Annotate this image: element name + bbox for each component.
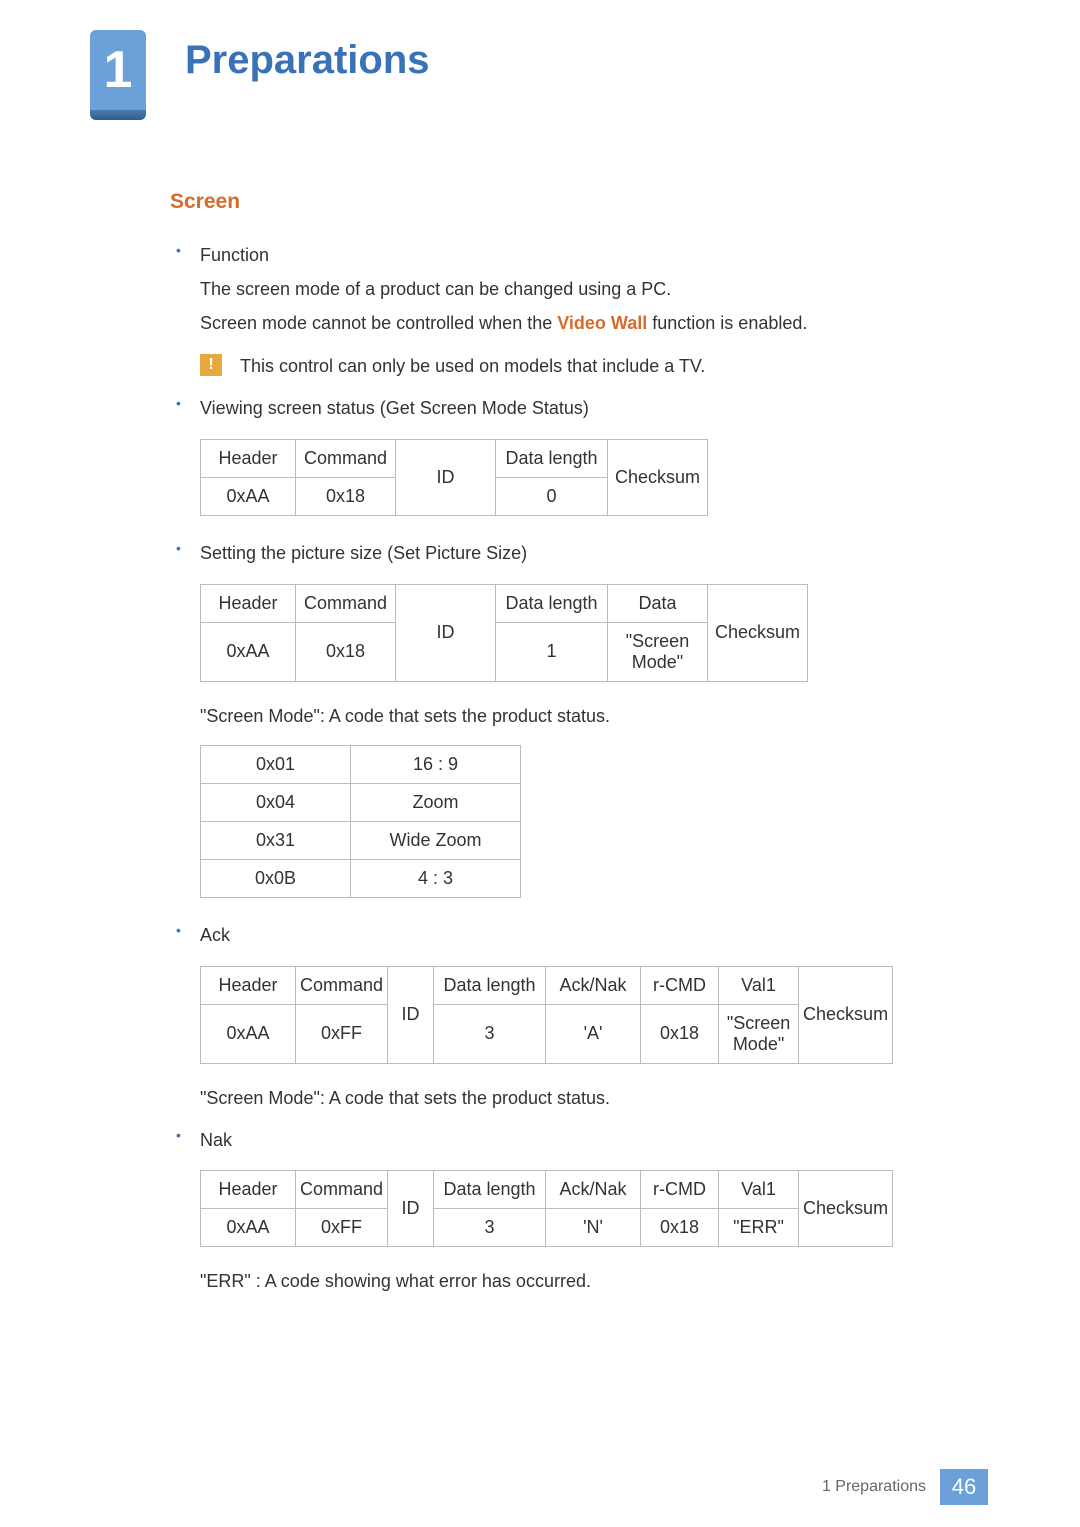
td: Zoom	[351, 783, 521, 821]
bullet-list: Function The screen mode of a product ca…	[170, 242, 960, 338]
screen-mode-codes-table: 0x01 16 : 9 0x04 Zoom 0x31 Wide Zoom 0x0…	[200, 745, 521, 898]
protocol-table-nak: Header Command ID Data length Ack/Nak r-…	[200, 1170, 893, 1247]
th: Val1	[719, 966, 799, 1004]
item-title: Function	[200, 242, 960, 270]
list-item: Setting the picture size (Set Picture Si…	[170, 540, 960, 568]
th: Ack/Nak	[546, 966, 641, 1004]
table-caption: "Screen Mode": A code that sets the prod…	[200, 1088, 960, 1109]
td: 3	[434, 1209, 546, 1247]
th: ID	[396, 584, 496, 681]
td: 4 : 3	[351, 859, 521, 897]
td: 0x04	[201, 783, 351, 821]
td: "Screen Mode"	[719, 1004, 799, 1063]
list-item: Viewing screen status (Get Screen Mode S…	[170, 395, 960, 423]
document-page: 1 Preparations Screen Function The scree…	[0, 0, 1080, 1527]
th: Data length	[496, 439, 608, 477]
td: 0xAA	[201, 1004, 296, 1063]
item-title: Ack	[200, 922, 960, 950]
protocol-table-get-status: Header Command ID Data length Checksum 0…	[200, 439, 708, 516]
td: 'N'	[546, 1209, 641, 1247]
th: Header	[201, 966, 296, 1004]
td: 0x31	[201, 821, 351, 859]
th: Data length	[434, 966, 546, 1004]
td: 0xFF	[296, 1004, 388, 1063]
text-fragment: function is enabled.	[647, 313, 807, 333]
th: Command	[296, 584, 396, 622]
emphasis: Video Wall	[557, 313, 647, 333]
td: 'A'	[546, 1004, 641, 1063]
td: "ERR"	[719, 1209, 799, 1247]
page-footer: 1 Preparations 46	[822, 1469, 988, 1505]
td: 0x18	[296, 477, 396, 515]
body-line: The screen mode of a product can be chan…	[200, 276, 960, 304]
th: Command	[296, 439, 396, 477]
td: 0x18	[641, 1209, 719, 1247]
td: 3	[434, 1004, 546, 1063]
td: 0xAA	[201, 477, 296, 515]
td: 0xAA	[201, 622, 296, 681]
body-line: Screen mode cannot be controlled when th…	[200, 310, 960, 338]
footer-page-number: 46	[940, 1469, 988, 1505]
table-caption: "ERR" : A code showing what error has oc…	[200, 1271, 960, 1292]
td: 16 : 9	[351, 745, 521, 783]
th: Val1	[719, 1171, 799, 1209]
th: ID	[396, 439, 496, 515]
td: 0x18	[641, 1004, 719, 1063]
list-item: Function The screen mode of a product ca…	[170, 242, 960, 338]
td: 0xAA	[201, 1209, 296, 1247]
note-callout: ! This control can only be used on model…	[200, 354, 960, 379]
th: Data length	[496, 584, 608, 622]
td: 0x01	[201, 745, 351, 783]
th: ID	[388, 1171, 434, 1247]
th: Checksum	[608, 439, 708, 515]
th: r-CMD	[641, 1171, 719, 1209]
td: 0x18	[296, 622, 396, 681]
td: 0	[496, 477, 608, 515]
th: Data	[608, 584, 708, 622]
th: Checksum	[799, 1171, 893, 1247]
th: Header	[201, 584, 296, 622]
th: r-CMD	[641, 966, 719, 1004]
th: Data length	[434, 1171, 546, 1209]
bullet-list: Setting the picture size (Set Picture Si…	[170, 540, 960, 568]
th: Command	[296, 1171, 388, 1209]
table-caption: "Screen Mode": A code that sets the prod…	[200, 706, 960, 727]
td: "Screen Mode"	[608, 622, 708, 681]
protocol-table-ack: Header Command ID Data length Ack/Nak r-…	[200, 966, 893, 1064]
text-fragment: Screen mode cannot be controlled when th…	[200, 313, 557, 333]
item-title: Setting the picture size (Set Picture Si…	[200, 540, 960, 568]
th: Header	[201, 439, 296, 477]
item-title: Viewing screen status (Get Screen Mode S…	[200, 395, 960, 423]
td: 0xFF	[296, 1209, 388, 1247]
th: Checksum	[708, 584, 808, 681]
th: Ack/Nak	[546, 1171, 641, 1209]
bullet-list: Viewing screen status (Get Screen Mode S…	[170, 395, 960, 423]
footer-chapter-label: 1 Preparations	[822, 1478, 940, 1496]
chapter-number-tab: 1	[90, 30, 146, 110]
list-item: Ack	[170, 922, 960, 950]
protocol-table-set-size: Header Command ID Data length Data Check…	[200, 584, 808, 682]
alert-icon: !	[200, 354, 222, 376]
page-content: Screen Function The screen mode of a pro…	[170, 190, 960, 1310]
th: Checksum	[799, 966, 893, 1063]
th: Command	[296, 966, 388, 1004]
chapter-title: Preparations	[185, 38, 430, 83]
item-title: Nak	[200, 1127, 960, 1155]
th: Header	[201, 1171, 296, 1209]
td: 0x0B	[201, 859, 351, 897]
list-item: Nak	[170, 1127, 960, 1155]
td: Wide Zoom	[351, 821, 521, 859]
th: ID	[388, 966, 434, 1063]
note-text: This control can only be used on models …	[240, 354, 705, 379]
bullet-list: Nak	[170, 1127, 960, 1155]
td: 1	[496, 622, 608, 681]
bullet-list: Ack	[170, 922, 960, 950]
section-heading: Screen	[170, 190, 960, 214]
